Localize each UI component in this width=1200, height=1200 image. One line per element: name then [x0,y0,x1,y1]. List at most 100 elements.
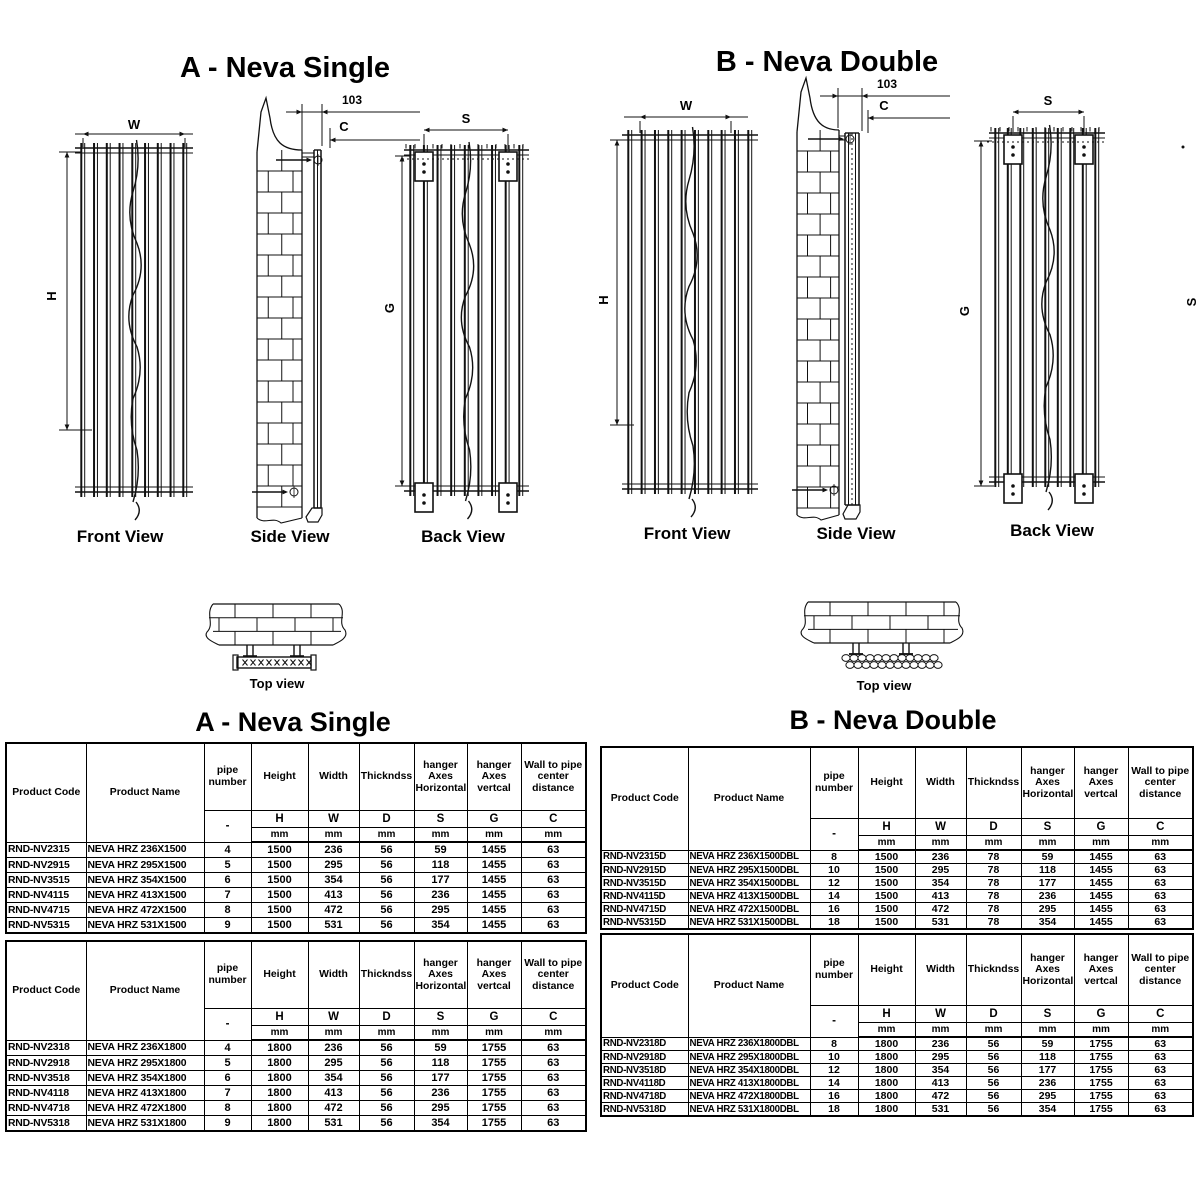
drawing-shape [332,603,347,646]
value-cell: 56 [358,857,415,873]
product-code-cell: RND-NV2915D [600,863,689,877]
header-mm: mm [1127,1022,1194,1038]
spec-row: RND-NV4115 NEVA HRZ 413X1500 7 1500 413 56 236… [5,887,587,903]
value-cell: 6 [203,1070,252,1086]
dim-label-g-a: G [382,303,397,313]
drawing-shape [506,501,510,505]
header-c: C [1127,818,1194,836]
product-code-cell: RND-NV2918 [5,1055,87,1071]
value-cell: 63 [1127,849,1194,864]
header-hanger-horizontal: hanger Axes Horizontal [1020,933,1075,1006]
spec-row: RND-NV2915D NEVA HRZ 295X1500DBL 10 1500 295… [600,863,1194,877]
value-cell: 413 [307,887,360,903]
drawing-shape [913,654,923,662]
value-cell: 56 [358,872,415,888]
header-d: D [965,1005,1022,1023]
drawing-shape [929,654,939,662]
product-code-cell: RND-NV4118 [5,1085,87,1101]
spec-row: RND-NV2915 NEVA HRZ 295X1500 5 1500 295 56 118… [5,857,587,873]
value-cell: 1800 [857,1063,916,1077]
view-label-back-a: Back View [421,527,505,546]
value-cell: 118 [413,857,468,873]
product-code-cell: RND-NV2915 [5,857,87,873]
header-mm: mm [914,835,967,851]
drawing-shape [1181,145,1185,149]
value-cell: 1800 [250,1070,309,1086]
spec-table-a-1500: Product Code Product Name pipe number He… [5,742,587,934]
drawing-shape [1078,109,1084,115]
drawing-shape [640,114,646,120]
header-pipe-number: pipe number [203,742,252,811]
value-cell: 1755 [466,1100,522,1116]
value-cell: 1455 [466,887,522,903]
value-cell: 295 [307,1055,360,1071]
value-cell: 1755 [1073,1063,1129,1077]
drawing-shape [506,170,510,174]
drawing-shape [498,482,518,513]
header-product-code: Product Code [600,746,689,851]
value-cell: 1455 [1073,863,1129,877]
header-s: S [413,810,468,828]
product-name-cell: NEVA HRZ 236X1500 [85,841,205,858]
drawing-shape [274,659,280,666]
drawing-shape [849,654,859,662]
product-code-cell: RND-NV3518 [5,1070,87,1086]
drawing-shape [841,654,851,662]
header-pipe-number: pipe number [809,933,859,1006]
drawing-shape [422,493,426,497]
product-name-cell: NEVA HRZ 531X1800DBL [687,1102,811,1117]
drawing-shape [179,131,185,137]
product-code-cell: RND-NV4115 [5,887,87,903]
value-cell: 413 [914,889,967,903]
drawing-shape [796,514,840,521]
drawing-shape [128,139,142,503]
value-cell: 8 [809,849,859,864]
header-thickness: Thickndss [965,746,1022,819]
spec-row: RND-NV2318D NEVA HRZ 236X1800DBL 8 1800 236 5… [600,1036,1194,1051]
value-cell: 1755 [1073,1102,1129,1117]
drawing-shape [322,109,328,115]
header-dash: - [809,818,859,851]
value-cell: 56 [965,1089,1022,1103]
value-cell: 56 [358,1039,415,1056]
drawing-shape [399,480,405,486]
value-cell: 472 [307,902,360,918]
value-cell: 354 [1020,915,1075,930]
header-g: G [466,810,522,828]
spec-row: RND-NV5318 NEVA HRZ 531X1800 9 1800 531 56 354… [5,1115,587,1132]
value-cell: 354 [307,1070,360,1086]
value-cell: 63 [1127,1089,1194,1103]
value-cell: 14 [809,889,859,903]
spec-table-b-1800: Product Code Product Name pipe number He… [600,933,1194,1117]
value-cell: 236 [307,1039,360,1056]
value-cell: 5 [203,1055,252,1071]
value-cell: 1755 [1073,1089,1129,1103]
value-cell: 78 [965,849,1022,864]
header-s: S [1020,1005,1075,1023]
drawing-shape [832,93,838,99]
value-cell: 6 [203,872,252,888]
header-mm: mm [965,1022,1022,1038]
spec-row: RND-NV2315 NEVA HRZ 236X1500 4 1500 236 56 59 1… [5,841,587,858]
value-cell: 78 [965,902,1022,916]
dim-label-w-a: W [128,117,141,132]
value-cell: 236 [1020,889,1075,903]
value-cell: 14 [809,1076,859,1090]
product-code-cell: RND-NV5315D [600,915,689,930]
drawing-shape [256,517,303,524]
value-cell: 177 [413,1070,468,1086]
header-mm: mm [413,1025,468,1041]
value-cell: 177 [1020,876,1075,890]
spec-row: RND-NV4118D NEVA HRZ 413X1800DBL 14 1800 413… [600,1076,1194,1090]
drawing-shape [893,661,903,669]
header-hanger-vertical: hanger Axes vertcal [1073,746,1129,819]
view-label-front-b: Front View [643,524,731,543]
header-thickness: Thickndss [358,940,415,1009]
header-height: Height [250,940,309,1009]
header-product-name: Product Name [85,940,205,1041]
drawing-shape [949,601,964,644]
section-a-title: A - Neva Single [179,52,391,84]
spec-row: RND-NV2918 NEVA HRZ 295X1800 5 1800 295 56 118… [5,1055,587,1071]
drawing-shape [869,661,879,669]
value-cell: 1455 [466,902,522,918]
